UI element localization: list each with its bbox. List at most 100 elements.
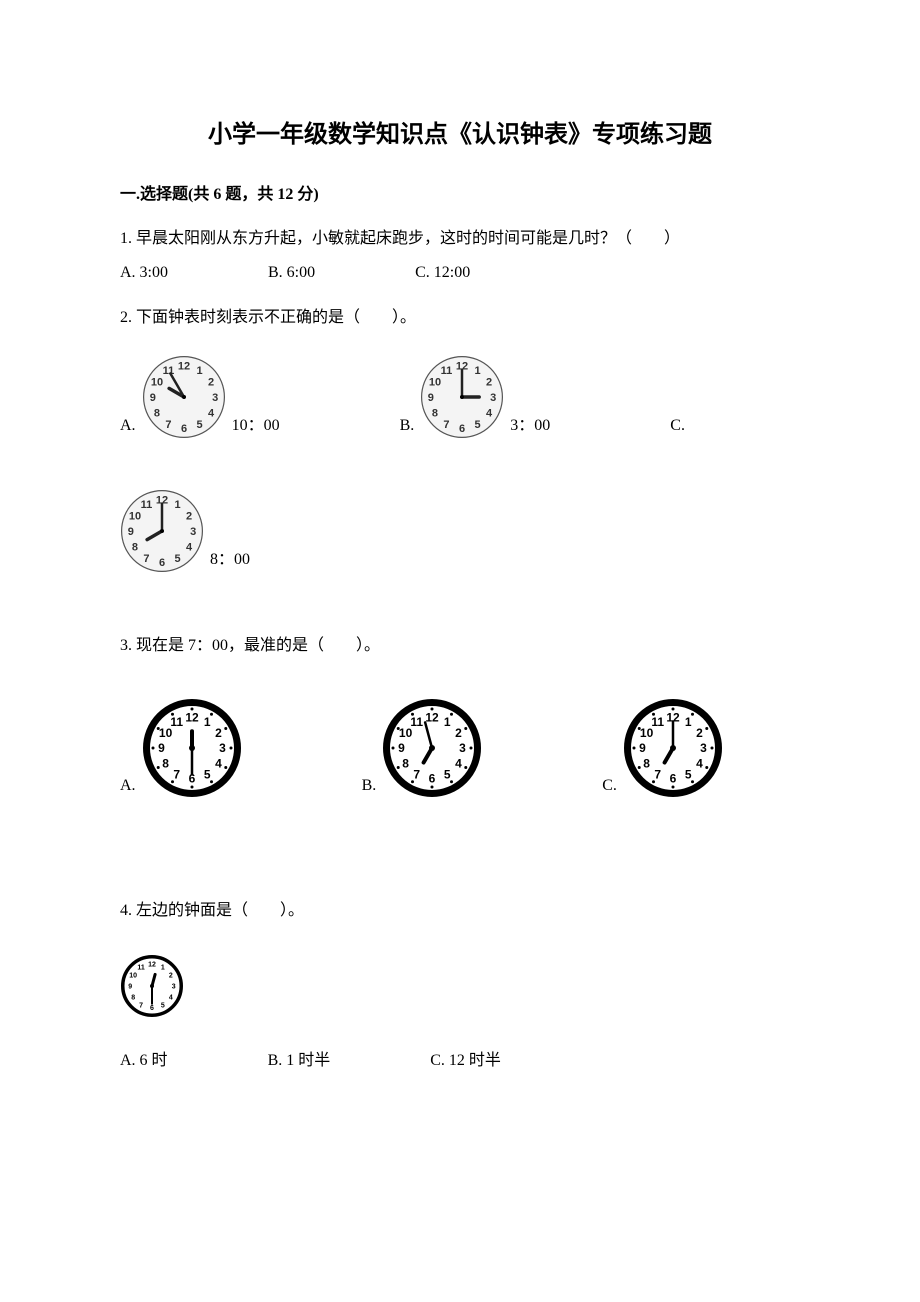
svg-text:11: 11 bbox=[141, 499, 153, 511]
svg-text:1: 1 bbox=[196, 365, 202, 377]
svg-text:8: 8 bbox=[162, 757, 169, 771]
svg-text:2: 2 bbox=[215, 726, 222, 740]
svg-text:8: 8 bbox=[643, 757, 650, 771]
svg-text:12: 12 bbox=[148, 962, 156, 969]
svg-text:6: 6 bbox=[429, 772, 436, 786]
svg-text:9: 9 bbox=[639, 742, 646, 756]
svg-text:4: 4 bbox=[169, 994, 173, 1001]
svg-text:7: 7 bbox=[143, 553, 149, 565]
question-2: 2. 下面钟表时刻表示不正确的是（ ）。 A. 123456789101112 … bbox=[120, 305, 800, 593]
svg-text:1: 1 bbox=[175, 499, 181, 511]
q1-option-a: A. 3:00 bbox=[120, 260, 168, 286]
q2-options: A. 123456789101112 10：00 B. 123456789101… bbox=[120, 355, 800, 459]
svg-text:4: 4 bbox=[208, 407, 215, 419]
svg-text:11: 11 bbox=[137, 965, 145, 972]
svg-text:2: 2 bbox=[486, 376, 492, 388]
svg-text:1: 1 bbox=[203, 715, 210, 729]
svg-text:7: 7 bbox=[414, 768, 421, 782]
svg-text:6: 6 bbox=[159, 557, 165, 569]
q2-option-c: 123456789101112 8：00 bbox=[120, 489, 250, 573]
svg-text:6: 6 bbox=[181, 423, 187, 435]
svg-text:1: 1 bbox=[444, 715, 451, 729]
svg-text:12: 12 bbox=[185, 711, 199, 725]
svg-text:4: 4 bbox=[455, 757, 462, 771]
svg-text:3: 3 bbox=[190, 526, 196, 538]
svg-text:9: 9 bbox=[149, 392, 155, 404]
svg-text:8: 8 bbox=[153, 407, 159, 419]
q1-options: A. 3:00 B. 6:00 C. 12:00 bbox=[120, 260, 800, 286]
svg-text:8: 8 bbox=[132, 541, 138, 553]
q3-text: 3. 现在是 7：00，最准的是（ ）。 bbox=[120, 633, 800, 659]
svg-text:12: 12 bbox=[177, 360, 189, 372]
svg-text:3: 3 bbox=[490, 392, 496, 404]
svg-text:9: 9 bbox=[128, 526, 134, 538]
svg-text:5: 5 bbox=[475, 419, 481, 431]
svg-text:4: 4 bbox=[486, 407, 493, 419]
svg-text:11: 11 bbox=[441, 365, 453, 377]
question-3: 3. 现在是 7：00，最准的是（ ）。 A. 123456789101112 … bbox=[120, 633, 800, 819]
q2-c-clock-icon: 123456789101112 bbox=[120, 489, 204, 573]
svg-text:7: 7 bbox=[654, 768, 661, 782]
q2-text: 2. 下面钟表时刻表示不正确的是（ ）。 bbox=[120, 305, 800, 331]
section-heading: 一.选择题(共 6 题，共 12 分) bbox=[120, 182, 800, 208]
q2-a-letter: A. bbox=[120, 413, 136, 439]
q2-option-c-letter-only: C. bbox=[670, 413, 685, 439]
svg-text:1: 1 bbox=[475, 365, 481, 377]
page-title: 小学一年级数学知识点《认识钟表》专项练习题 bbox=[120, 116, 800, 154]
q2-c-letter: C. bbox=[670, 413, 685, 439]
svg-text:10: 10 bbox=[429, 376, 441, 388]
q2-option-c-row: 123456789101112 8：00 bbox=[120, 489, 800, 593]
q1-option-b: B. 6:00 bbox=[268, 260, 315, 286]
svg-text:2: 2 bbox=[169, 973, 173, 980]
q3-a-clock-icon: 123456789101112 bbox=[142, 698, 242, 798]
q4-option-c: C. 12 时半 bbox=[430, 1048, 501, 1074]
q4-text: 4. 左边的钟面是（ ）。 bbox=[120, 898, 800, 924]
svg-text:2: 2 bbox=[696, 726, 703, 740]
svg-text:1: 1 bbox=[685, 715, 692, 729]
svg-text:10: 10 bbox=[129, 973, 137, 980]
svg-text:5: 5 bbox=[161, 1002, 165, 1009]
svg-text:12: 12 bbox=[426, 711, 440, 725]
svg-text:8: 8 bbox=[432, 407, 438, 419]
q4-clock-icon: 123456789101112 bbox=[120, 954, 184, 1018]
svg-text:7: 7 bbox=[444, 419, 450, 431]
svg-text:1: 1 bbox=[161, 965, 165, 972]
q3-option-c: C. 123456789101112 bbox=[602, 698, 723, 798]
q3-c-clock-icon: 123456789101112 bbox=[623, 698, 723, 798]
svg-text:2: 2 bbox=[208, 376, 214, 388]
svg-text:11: 11 bbox=[170, 715, 183, 729]
svg-text:5: 5 bbox=[685, 768, 692, 782]
svg-text:10: 10 bbox=[129, 510, 141, 522]
svg-text:4: 4 bbox=[696, 757, 703, 771]
svg-text:9: 9 bbox=[428, 392, 434, 404]
svg-text:4: 4 bbox=[215, 757, 222, 771]
svg-text:2: 2 bbox=[455, 726, 462, 740]
svg-text:6: 6 bbox=[150, 1005, 154, 1012]
svg-text:10: 10 bbox=[150, 376, 162, 388]
svg-text:7: 7 bbox=[139, 1002, 143, 1009]
q3-option-a: A. 123456789101112 bbox=[120, 698, 242, 798]
q3-b-clock-icon: 123456789101112 bbox=[382, 698, 482, 798]
q2-b-clock-icon: 123456789101112 bbox=[420, 355, 504, 439]
svg-text:9: 9 bbox=[158, 742, 165, 756]
svg-text:6: 6 bbox=[670, 772, 677, 786]
svg-text:8: 8 bbox=[131, 994, 135, 1001]
q4-clock-row: 123456789101112 bbox=[120, 954, 800, 1018]
q3-c-letter: C. bbox=[602, 773, 617, 799]
svg-text:5: 5 bbox=[444, 768, 451, 782]
q2-c-label: 8：00 bbox=[210, 547, 250, 573]
q3-a-letter: A. bbox=[120, 773, 136, 799]
svg-text:8: 8 bbox=[402, 757, 409, 771]
q2-a-label: 10：00 bbox=[232, 413, 280, 439]
svg-text:3: 3 bbox=[212, 392, 218, 404]
svg-text:3: 3 bbox=[172, 983, 176, 990]
q2-option-b: B. 123456789101112 3：00 bbox=[400, 355, 551, 439]
q4-option-b: B. 1 时半 bbox=[268, 1048, 331, 1074]
q3-option-b: B. 123456789101112 bbox=[362, 698, 483, 798]
question-1: 1. 早晨太阳刚从东方升起，小敏就起床跑步，这时的时间可能是几时？（ ） A. … bbox=[120, 226, 800, 285]
q2-b-letter: B. bbox=[400, 413, 415, 439]
q1-option-c: C. 12:00 bbox=[415, 260, 470, 286]
svg-text:7: 7 bbox=[173, 768, 180, 782]
svg-text:5: 5 bbox=[196, 419, 202, 431]
question-4: 4. 左边的钟面是（ ）。 123456789101112 A. 6 时 B. … bbox=[120, 898, 800, 1073]
